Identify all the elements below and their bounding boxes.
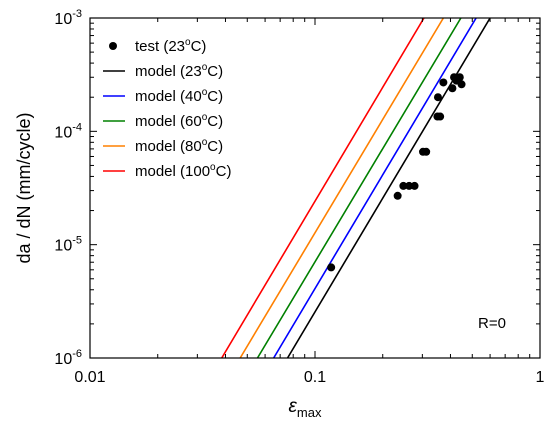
x-tick-label: 1: [536, 369, 545, 386]
data-point-test-4: [410, 181, 419, 190]
data-point-test-8: [436, 112, 445, 121]
legend-label: model (23oC): [135, 62, 223, 80]
legend-label: test (23oC): [135, 37, 206, 55]
series-line-model-4: [221, 18, 425, 358]
data-point-test-1: [393, 191, 402, 200]
x-tick-label: 0.01: [74, 369, 105, 386]
series-line-model-3: [239, 18, 445, 358]
data-point-test-11: [448, 84, 457, 93]
y-tick-label: 10-3: [54, 8, 82, 28]
series-line-model-2: [256, 18, 462, 358]
x-axis-label: εmax: [289, 396, 322, 420]
y-tick-label: 10-4: [54, 121, 82, 141]
legend-item-3: model (60oC): [103, 112, 223, 130]
y-axis-label: da / dN (mm/cycle): [14, 112, 34, 263]
data-point-test-0: [327, 263, 336, 272]
legend-item-2: model (40oC): [103, 87, 223, 105]
legend-label: model (80oC): [135, 137, 223, 155]
data-point-test-15: [457, 80, 466, 89]
series-layer: [221, 18, 491, 358]
legend-marker: [109, 42, 117, 50]
legend-item-0: test (23oC): [109, 37, 206, 55]
y-tick-label: 10-6: [54, 348, 82, 368]
x-tick-label: 0.1: [304, 369, 326, 386]
data-point-test-6: [422, 147, 431, 156]
legend-item-4: model (80oC): [103, 137, 223, 155]
data-point-test-10: [439, 78, 448, 87]
legend-label: model (60oC): [135, 112, 223, 130]
y-tick-label: 10-5: [54, 235, 82, 255]
legend-label: model (100oC): [135, 162, 231, 180]
annotation-r0: R=0: [478, 315, 506, 332]
data-point-test-9: [433, 93, 442, 102]
series-line-model-0: [286, 18, 491, 358]
legend-item-1: model (23oC): [103, 62, 223, 80]
data-point-test-2: [399, 181, 408, 190]
data-point-test-14: [455, 73, 464, 82]
legend-label: model (40oC): [135, 87, 223, 105]
legend: test (23oC) model (23oC) model (40oC) model…: [103, 37, 231, 180]
series-line-model-1: [272, 18, 477, 358]
axes-layer: [89, 17, 541, 359]
legend-item-5: model (100oC): [103, 162, 231, 180]
label-layer: 0.01 0.1 1 10-6 10-5 10-4 10-3 εmax da / dN (mm/…: [14, 8, 545, 420]
